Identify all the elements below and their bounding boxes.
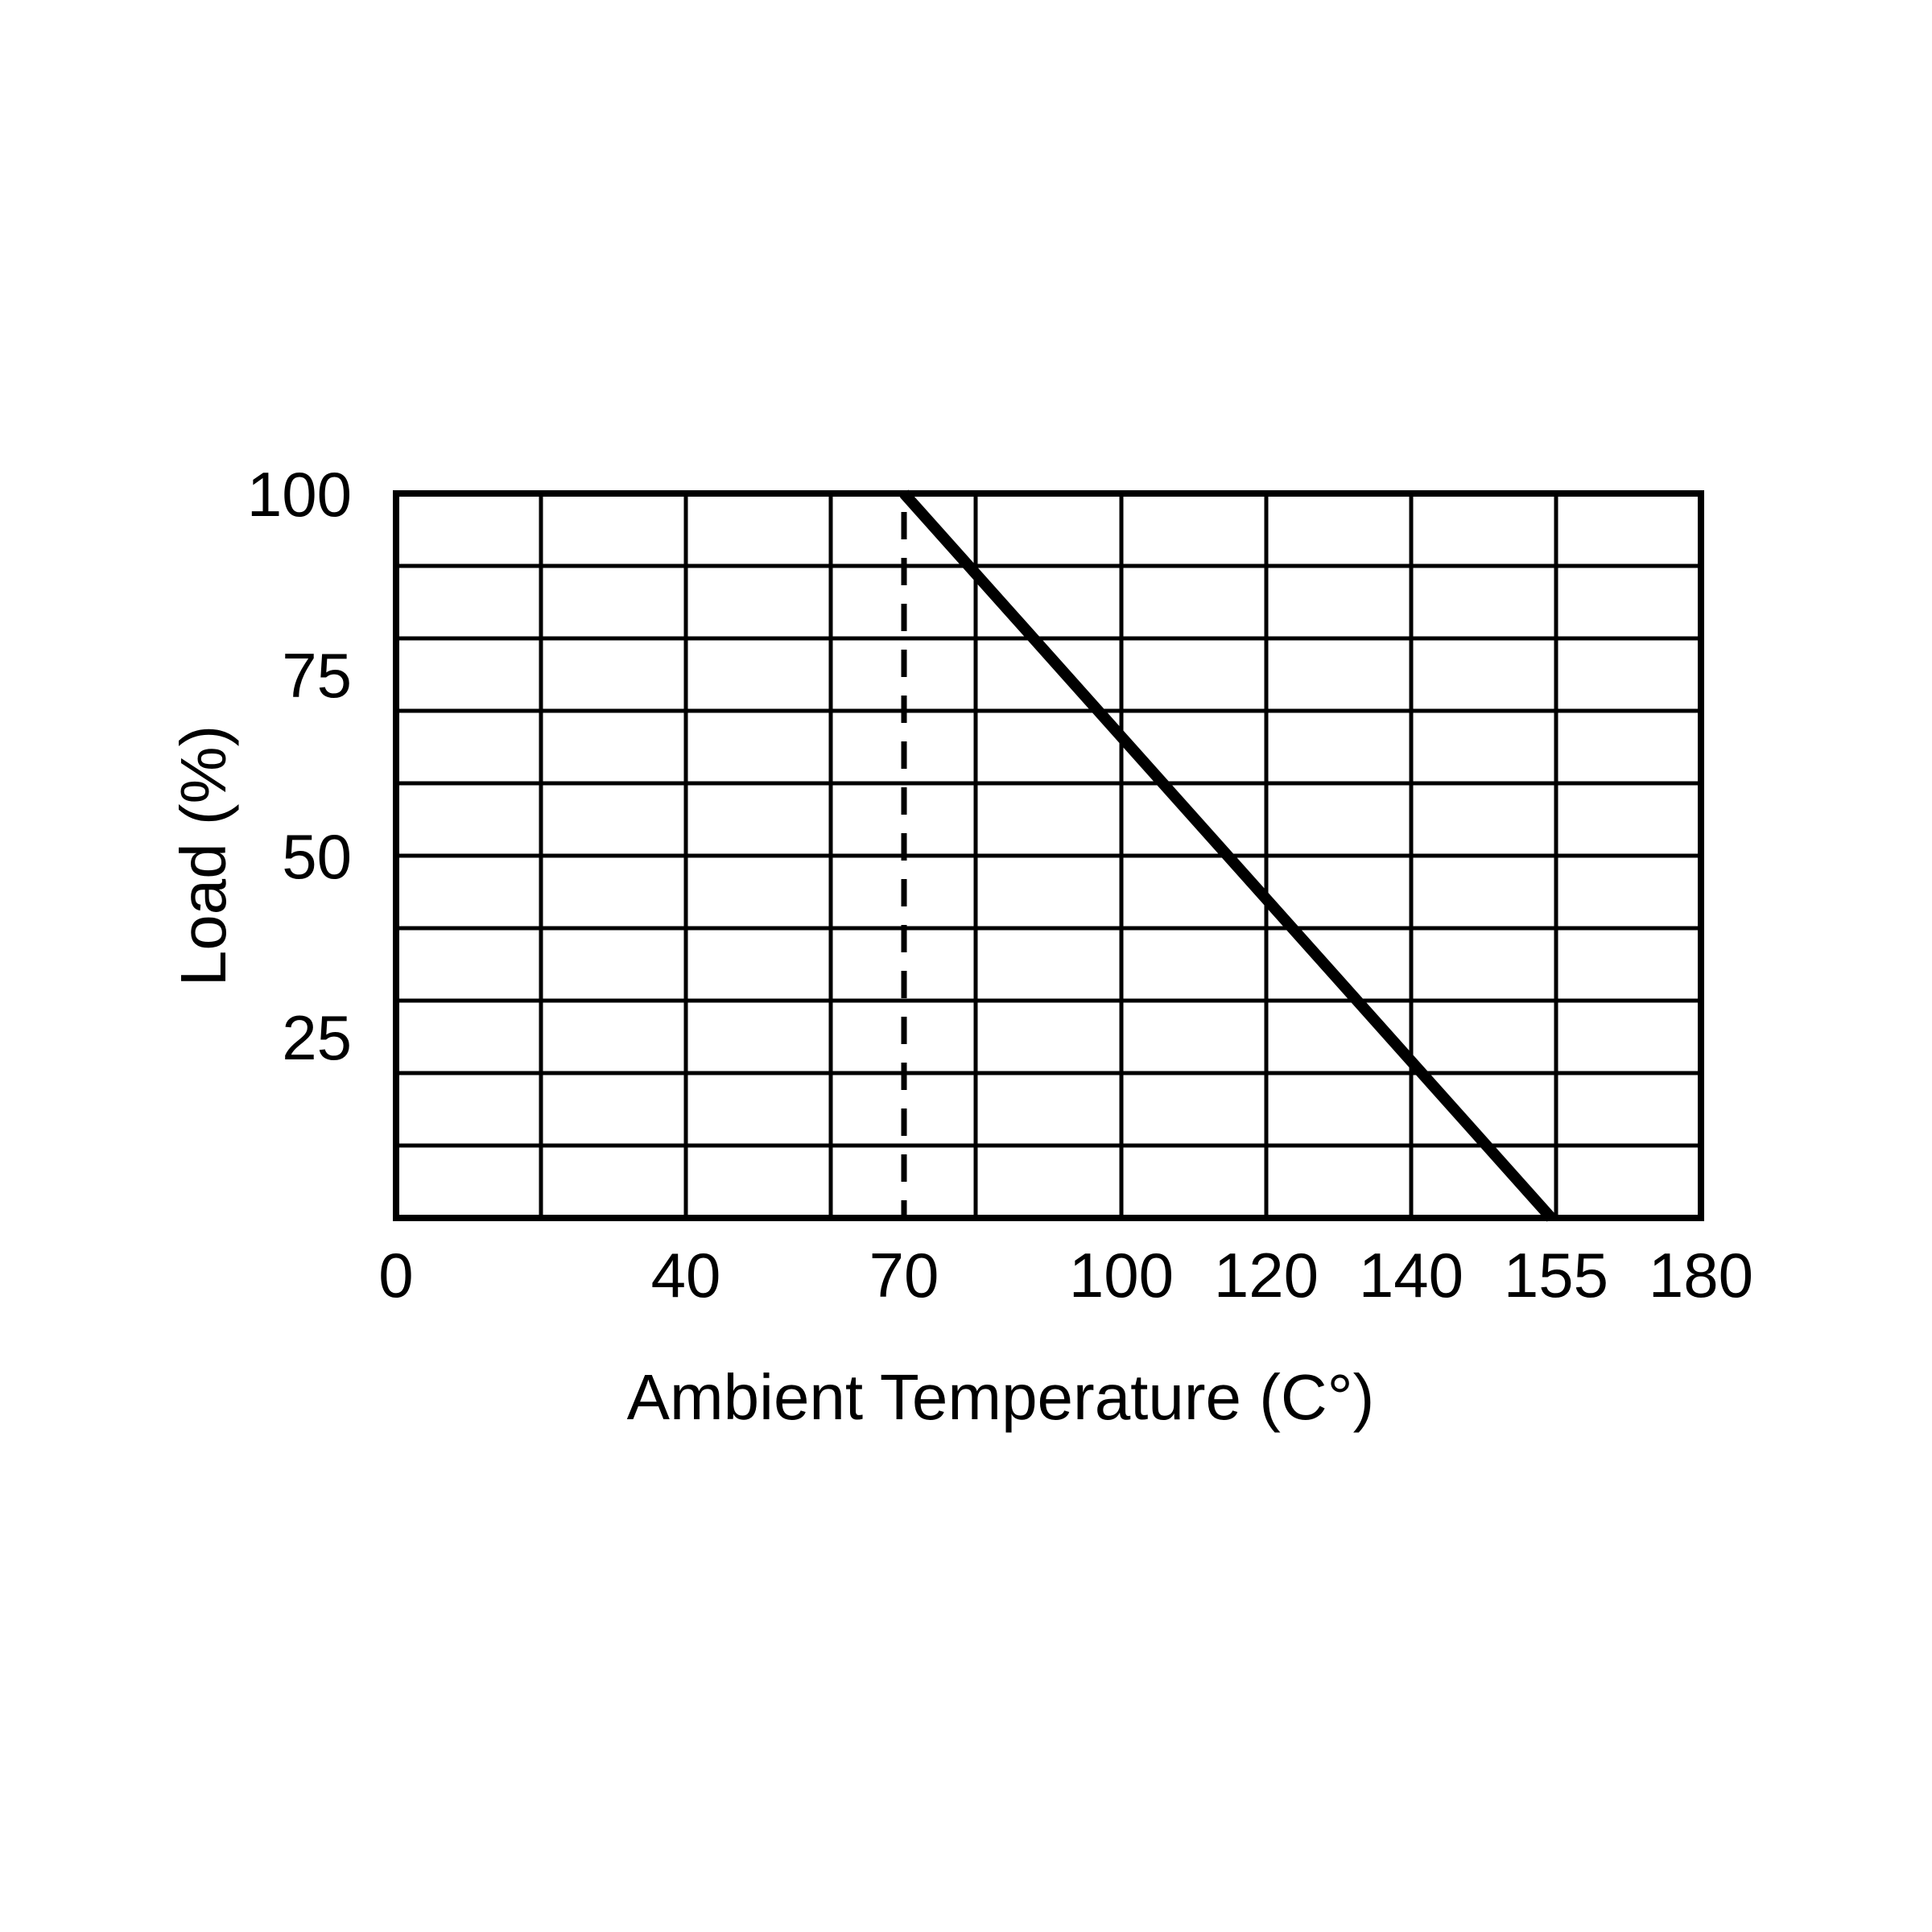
x-tick-label-120: 120	[1214, 1240, 1319, 1311]
x-tick-label-0: 0	[378, 1240, 413, 1311]
x-tick-label-100: 100	[1069, 1240, 1174, 1311]
x-axis-title: Ambient Temperature (C°)	[627, 1361, 1375, 1433]
y-tick-label-100: 100	[247, 459, 352, 530]
x-tick-label-40: 40	[651, 1240, 721, 1311]
x-tick-label-70: 70	[869, 1240, 939, 1311]
y-tick-label-75: 75	[282, 640, 352, 711]
y-axis-title: Load (%)	[167, 725, 239, 987]
x-tick-label-180: 180	[1649, 1240, 1753, 1311]
y-tick-label-25: 25	[282, 1002, 352, 1073]
y-tick-label-50: 50	[282, 821, 352, 892]
x-tick-label-140: 140	[1359, 1240, 1463, 1311]
plot-border	[393, 490, 1704, 1221]
grid-lines	[396, 493, 1701, 1218]
derating-line	[899, 489, 1556, 1222]
x-tick-label-155: 155	[1504, 1240, 1608, 1311]
